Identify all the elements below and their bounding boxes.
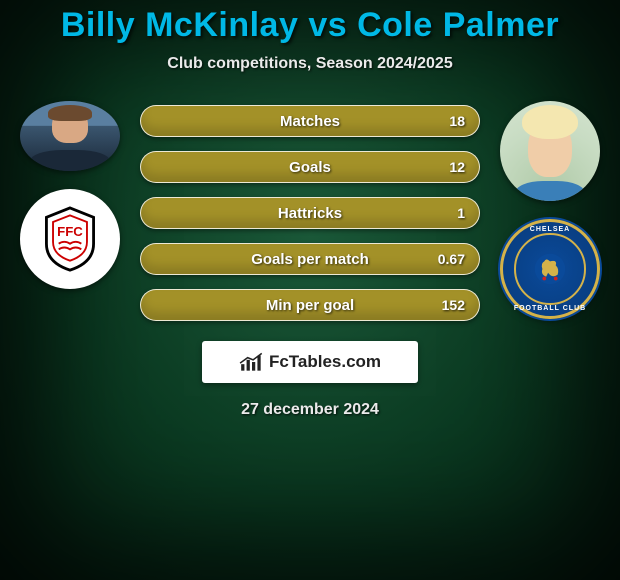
stat-row: Hattricks 1 bbox=[140, 197, 480, 229]
chelsea-text-top: CHELSEA bbox=[530, 226, 570, 233]
stat-label: Hattricks bbox=[278, 205, 342, 222]
brand-badge: FcTables.com bbox=[202, 341, 418, 383]
date-text: 27 december 2024 bbox=[0, 401, 620, 419]
stat-right-value: 152 bbox=[442, 297, 465, 313]
stat-row: Min per goal 152 bbox=[140, 289, 480, 321]
stat-row: Matches 18 bbox=[140, 105, 480, 137]
right-player-column: CHELSEA FOOTBALL CLUB bbox=[490, 101, 610, 319]
fulham-shield-icon: FFC bbox=[37, 206, 103, 272]
left-player-column: FFC bbox=[10, 101, 130, 289]
brand-text: FcTables.com bbox=[269, 352, 381, 372]
club-logo-chelsea: CHELSEA FOOTBALL CLUB bbox=[500, 219, 600, 319]
subtitle: Club competitions, Season 2024/2025 bbox=[0, 55, 620, 73]
comparison-row: FFC Matches 18 Goals 12 Hattricks 1 bbox=[0, 101, 620, 321]
stat-right-value: 1 bbox=[457, 205, 465, 221]
stat-label: Goals per match bbox=[251, 251, 369, 268]
stat-right-value: 18 bbox=[449, 113, 465, 129]
stats-bars: Matches 18 Goals 12 Hattricks 1 Goals pe… bbox=[140, 105, 480, 321]
chelsea-text-bot: FOOTBALL CLUB bbox=[514, 305, 586, 312]
content: Billy McKinlay vs Cole Palmer Club compe… bbox=[0, 0, 620, 419]
stat-right-value: 0.67 bbox=[438, 251, 465, 267]
stat-right-value: 12 bbox=[449, 159, 465, 175]
player-photo-right bbox=[500, 101, 600, 201]
stat-label: Matches bbox=[280, 113, 340, 130]
stat-label: Min per goal bbox=[266, 297, 354, 314]
svg-text:FFC: FFC bbox=[57, 224, 83, 239]
stat-label: Goals bbox=[289, 159, 331, 176]
bar-chart-icon bbox=[239, 351, 265, 373]
page-title: Billy McKinlay vs Cole Palmer bbox=[0, 6, 620, 45]
stat-row: Goals per match 0.67 bbox=[140, 243, 480, 275]
stat-row: Goals 12 bbox=[140, 151, 480, 183]
club-logo-fulham: FFC bbox=[20, 189, 120, 289]
player-photo-left bbox=[20, 101, 120, 171]
